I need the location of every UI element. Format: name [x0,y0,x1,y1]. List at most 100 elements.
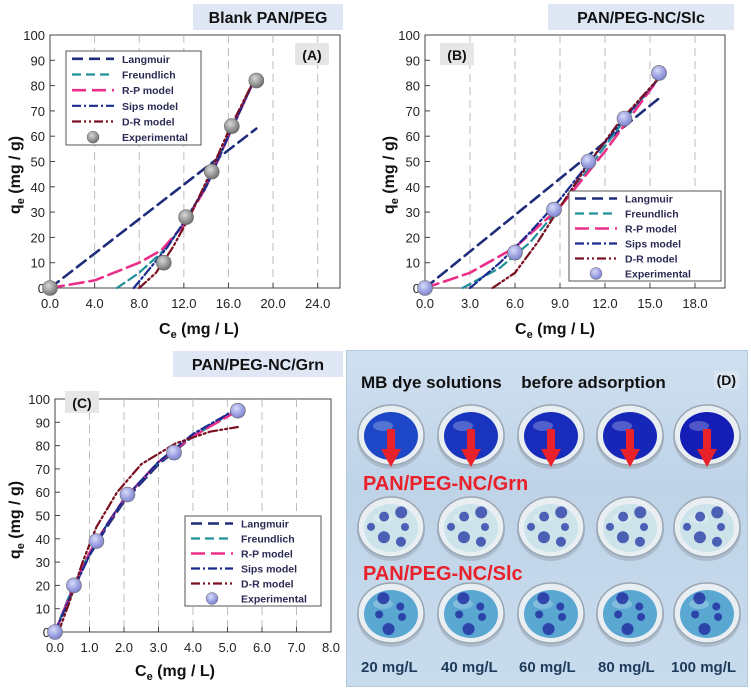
experimental-point [507,244,523,261]
adsorbent-fragment [396,602,405,611]
adsorbent-fragment [478,612,487,621]
x-tick-label: 12.0 [592,296,617,311]
series-line-langmuir [423,97,661,290]
y-tick-label: 30 [31,205,45,220]
adsorbent-fragment [698,623,711,636]
vial-slc [357,582,425,647]
y-tick-label: 50 [36,509,50,524]
down-arrow [620,429,640,467]
chart-title: PAN/PEG-NC/Slc [577,10,705,27]
adsorbent-fragment [481,523,489,531]
legend-swatch-marker [86,130,100,144]
x-tick-label: 3.0 [149,640,167,655]
x-tick-label: 20.0 [260,296,285,311]
y-tick-label: 50 [406,155,420,170]
y-tick-label: 100 [28,392,50,407]
chart-title: PAN/PEG-NC/Grn [192,357,324,374]
experimental-point [155,254,172,271]
adsorbent-fragment [693,592,706,605]
y-axis-label: qe (mg / g) [7,481,27,559]
x-axis-label: Ce (mg / L) [159,321,239,341]
y-tick-label: 10 [36,602,50,617]
panel-letter: (B) [447,47,466,63]
x-tick-label: 5.0 [218,640,236,655]
y-tick-label: 60 [406,129,420,144]
adsorbent-fragment [717,523,725,531]
arrow-head [541,449,561,467]
x-tick-label: 6.0 [253,640,271,655]
adsorbent-fragment [395,506,408,519]
adsorbent-fragment [475,536,486,547]
adsorbent-fragment [555,506,568,519]
panel-letter: (C) [72,395,91,411]
adsorbent-fragment [462,623,475,636]
y-tick-label: 90 [31,53,45,68]
legend-label: Freundlich [122,70,176,82]
adsorbent-fragment [367,522,376,531]
legend-label: Sips model [625,239,681,251]
x-axis-label: Ce (mg / L) [515,321,595,341]
adsorbent-fragment [714,612,723,621]
legend-label: R-P model [625,224,677,236]
adsorbent-fragment [377,592,390,605]
y-tick-label: 70 [36,462,50,477]
chart-panel-c: 0.0 1.0 2.0 3.0 4.0 5.0 6.0 7.0 8.0 0 10 20 30 40 50 60… [7,351,343,683]
legend-label: D-R model [241,579,294,591]
experimental-point [88,533,105,549]
legend-label: Sips model [122,101,178,113]
legend-label: R-P model [122,85,174,97]
adsorbent-fragment [695,511,706,522]
adsorbent-fragment [635,602,644,611]
adsorbent-fragment [382,623,395,636]
y-tick-label: 20 [31,230,45,245]
legend-label: Langmuir [241,519,289,531]
vial-liquid [524,590,578,638]
experimental-point [66,577,82,594]
x-tick-label: 8.0 [130,296,148,311]
y-tick-label: 10 [406,256,420,271]
vial-highlight [533,421,553,431]
legend-label: Experimental [241,594,307,606]
arrow-shaft [387,429,395,451]
legend-label: Freundlich [625,209,679,221]
y-tick-label: 30 [406,205,420,220]
adsorbent-fragment [535,610,544,619]
vial-photo [357,404,741,647]
down-arrow [381,429,401,467]
adsorbent-fragment [618,511,629,522]
y-tick-label: 80 [31,79,45,94]
chart-panel-b: 0.0 3.0 6.0 9.0 12.0 15.0 18.0 0 10 20 30 40 50 60 70 8… [381,4,734,341]
y-tick-label: 60 [36,485,50,500]
x-tick-label: 18.0 [682,296,707,311]
legend-label: Langmuir [625,194,673,206]
down-arrow [697,429,717,467]
experimental-point [616,110,633,127]
adsorbent-fragment [539,511,550,522]
y-tick-label: 40 [406,180,420,195]
series-line-langmuir [48,127,258,290]
y-tick-label: 30 [36,555,50,570]
experimental-point [546,201,562,218]
legend-box [568,190,722,282]
vial-slc [437,582,505,647]
adsorbent-fragment [398,612,407,621]
adsorbent-fragment [401,523,409,531]
y-tick-label: 60 [31,129,45,144]
arrow-shaft [467,429,475,451]
experimental-point [651,65,667,81]
x-tick-label: 15.0 [637,296,662,311]
photo-heading-part2: before adsorption [521,373,666,392]
adsorbent-fragment [691,610,700,619]
x-tick-label: 2.0 [115,640,133,655]
vial-liquid [364,590,418,638]
y-tick-label: 20 [36,578,50,593]
photo-heading: MB dye solutions before adsorption [361,373,666,393]
series-line-r-p-model [423,76,661,290]
adsorbent-fragment [537,531,550,544]
vial-liquid [603,590,657,638]
experimental-point [248,72,265,89]
legend-label: Experimental [625,269,691,281]
vial-grn [596,496,664,561]
x-tick-label: 16.0 [216,296,241,311]
